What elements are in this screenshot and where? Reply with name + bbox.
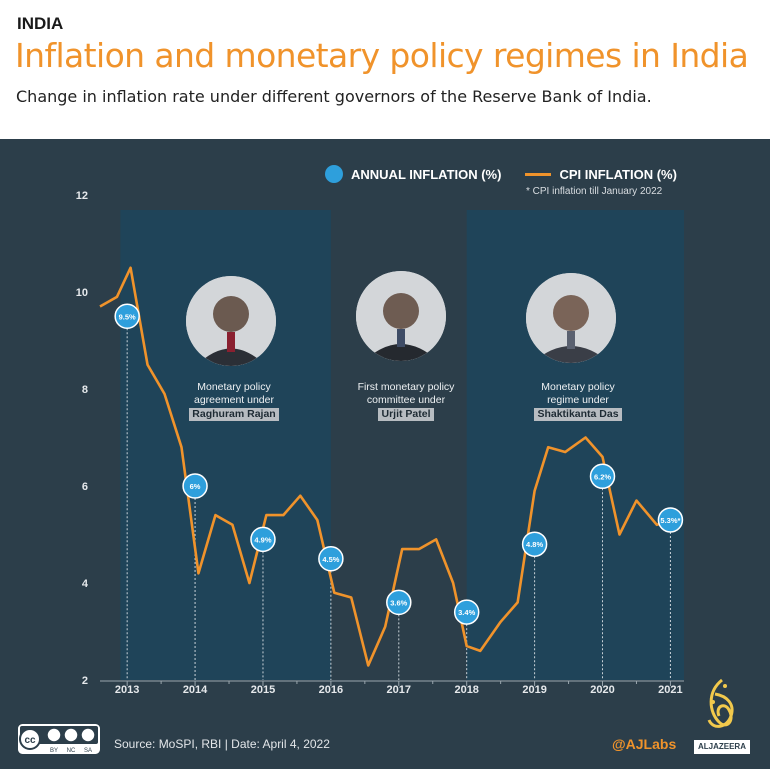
y-tick-label: 10: [76, 287, 88, 299]
annual-inflation-label: 5.3%*: [660, 516, 680, 525]
source-and-date: Source: MoSPI, RBI | Date: April 4, 2022: [114, 737, 330, 751]
regime-caption-line: Monetary policy: [541, 381, 615, 393]
regime-caption-line: regime under: [547, 394, 609, 406]
regime-caption-patel: First monetary policy committee under Ur…: [326, 381, 486, 421]
chart-title: Inflation and monetary policy regimes in…: [15, 36, 749, 75]
x-tick-label: 2021: [658, 684, 682, 696]
regime-caption-rajan: Monetary policy agreement under Raghuram…: [154, 381, 314, 421]
cpi-inflation-line: [99, 266, 675, 667]
annual-inflation-label: 3.4%: [458, 608, 475, 617]
governor-name: Raghuram Rajan: [189, 408, 279, 421]
shaktikanta-das-photo: [526, 273, 616, 363]
x-tick-label: 2016: [319, 684, 343, 696]
x-tick-label: 2020: [590, 684, 614, 696]
x-tick-label: 2019: [522, 684, 546, 696]
x-tick-label: 2013: [115, 684, 139, 696]
y-tick-label: 8: [82, 384, 88, 396]
y-tick-label: 2: [82, 675, 88, 687]
x-tick-label: 2018: [454, 684, 478, 696]
chart-subtitle: Change in inflation rate under different…: [16, 87, 652, 106]
annual-inflation-label: 4.9%: [254, 535, 271, 544]
regime-caption-line: committee under: [366, 394, 446, 406]
annual-inflation-legend-icon: [325, 165, 343, 183]
svg-text:BY: BY: [50, 748, 58, 754]
cpi-inflation-legend-icon: [525, 172, 552, 176]
annual-inflation-label: 3.6%: [390, 598, 407, 607]
annual-inflation-point: [386, 589, 412, 616]
regime-caption-line: First monetary policy: [357, 381, 455, 393]
annual-inflation-point: [657, 507, 684, 533]
annual-inflation-label: 6%: [190, 482, 201, 491]
governor-name: Urjit Patel: [378, 408, 434, 421]
regime-caption-das: Monetary policy regime under Shaktikanta…: [498, 381, 658, 421]
annual-inflation-point: [114, 303, 140, 329]
annual-inflation-point: [250, 526, 276, 553]
regime-caption-line: agreement under: [194, 394, 274, 406]
cpi-footnote: * CPI inflation till January 2022: [526, 186, 663, 197]
ajlabs-handle: @AJLabs: [612, 736, 677, 752]
kicker: INDIA: [17, 14, 64, 33]
annual-inflation-point: [318, 546, 344, 572]
aljazeera-logo-icon: [707, 678, 734, 728]
x-tick-label: 2015: [251, 684, 275, 696]
governor-name: Shaktikanta Das: [534, 408, 622, 421]
annual-inflation-label: 4.8%: [526, 540, 543, 549]
annual-inflation-point: [589, 463, 616, 490]
y-tick-label: 12: [76, 190, 88, 202]
annual-inflation-label: 4.5%: [322, 555, 339, 564]
aljazeera-wordmark: ALJAZEERA: [694, 740, 750, 754]
cpi-inflation-legend-label: CPI INFLATION (%): [559, 166, 677, 182]
x-tick-label: 2014: [183, 684, 208, 696]
creative-commons-license-icon: cc BY NC SA: [18, 724, 100, 754]
annual-inflation-label: 9.5%: [119, 312, 136, 321]
annual-inflation-label: 6.2%: [594, 472, 611, 481]
urjit-patel-photo: [356, 271, 446, 361]
annual-inflation-legend-label: ANNUAL INFLATION (%): [351, 166, 502, 182]
annual-inflation-point: [182, 473, 208, 499]
legend: ANNUAL INFLATION (%) CPI INFLATION (%): [325, 165, 677, 183]
regime-caption-line: Monetary policy: [197, 381, 271, 393]
raghuram-rajan-photo: [186, 276, 276, 366]
annual-inflation-point: [521, 531, 548, 557]
svg-text:NC: NC: [67, 748, 76, 754]
y-tick-label: 4: [82, 578, 89, 590]
y-tick-label: 6: [82, 481, 88, 493]
annual-inflation-point: [453, 599, 480, 625]
svg-text:cc: cc: [24, 735, 36, 746]
x-tick-label: 2017: [387, 684, 411, 696]
svg-text:SA: SA: [84, 748, 92, 754]
